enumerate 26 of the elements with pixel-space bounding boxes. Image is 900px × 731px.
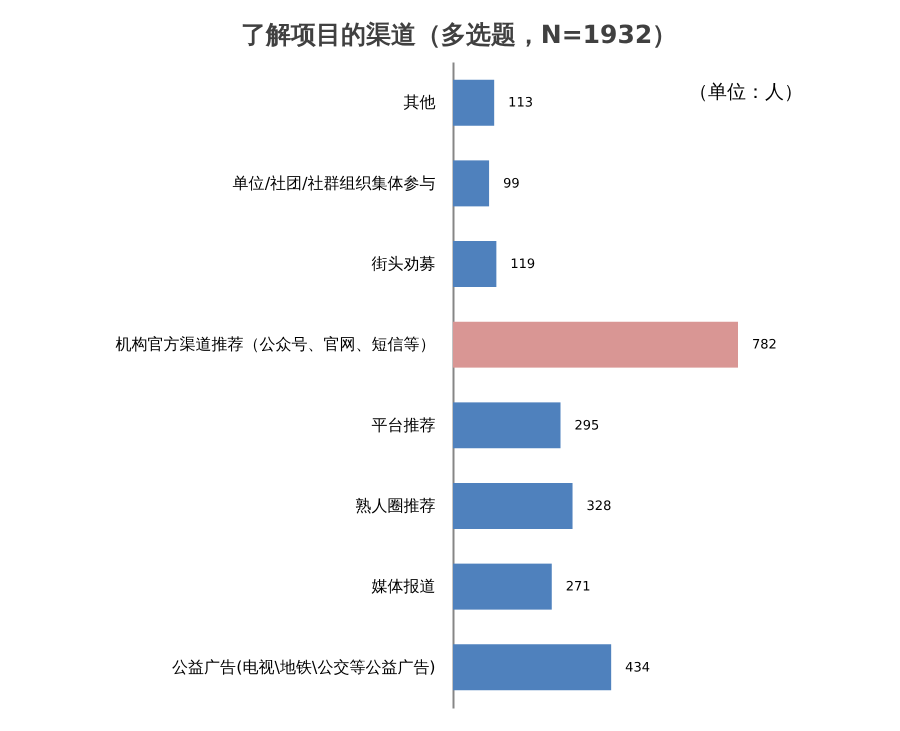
bar — [453, 482, 573, 529]
y-tick-label: 媒体报道 — [372, 576, 436, 596]
bar — [453, 322, 738, 368]
bar — [453, 80, 494, 126]
data-label: 271 — [566, 580, 591, 595]
y-tick-label: 街头劝募 — [372, 254, 436, 274]
y-tick-label: 其他 — [404, 92, 436, 112]
data-label: 99 — [503, 176, 520, 192]
bar — [453, 241, 496, 288]
data-label: 328 — [586, 498, 612, 514]
bar — [453, 564, 552, 610]
bar — [453, 644, 612, 690]
data-label: 782 — [752, 338, 777, 353]
data-label: 113 — [508, 96, 534, 111]
y-tick-label: 机构官方渠道推荐（公众号、官网、短信等） — [116, 334, 436, 354]
data-label: 295 — [574, 418, 600, 434]
data-label: 434 — [625, 660, 650, 676]
y-tick-label: 公益广告(电视\地铁\公交等公益广告) — [172, 657, 436, 676]
y-tick-label: 平台推荐 — [372, 415, 436, 434]
chart-title: 了解项目的渠道（多选题，N=1932） — [240, 20, 678, 49]
bar — [453, 402, 561, 448]
y-tick-label: 熟人圈推荐 — [356, 496, 436, 515]
data-label: 119 — [510, 257, 536, 272]
bar — [453, 160, 490, 206]
y-tick-label: 单位/社团/社群组织集体参与 — [232, 173, 436, 192]
annotation: （单位：人） — [689, 81, 803, 103]
